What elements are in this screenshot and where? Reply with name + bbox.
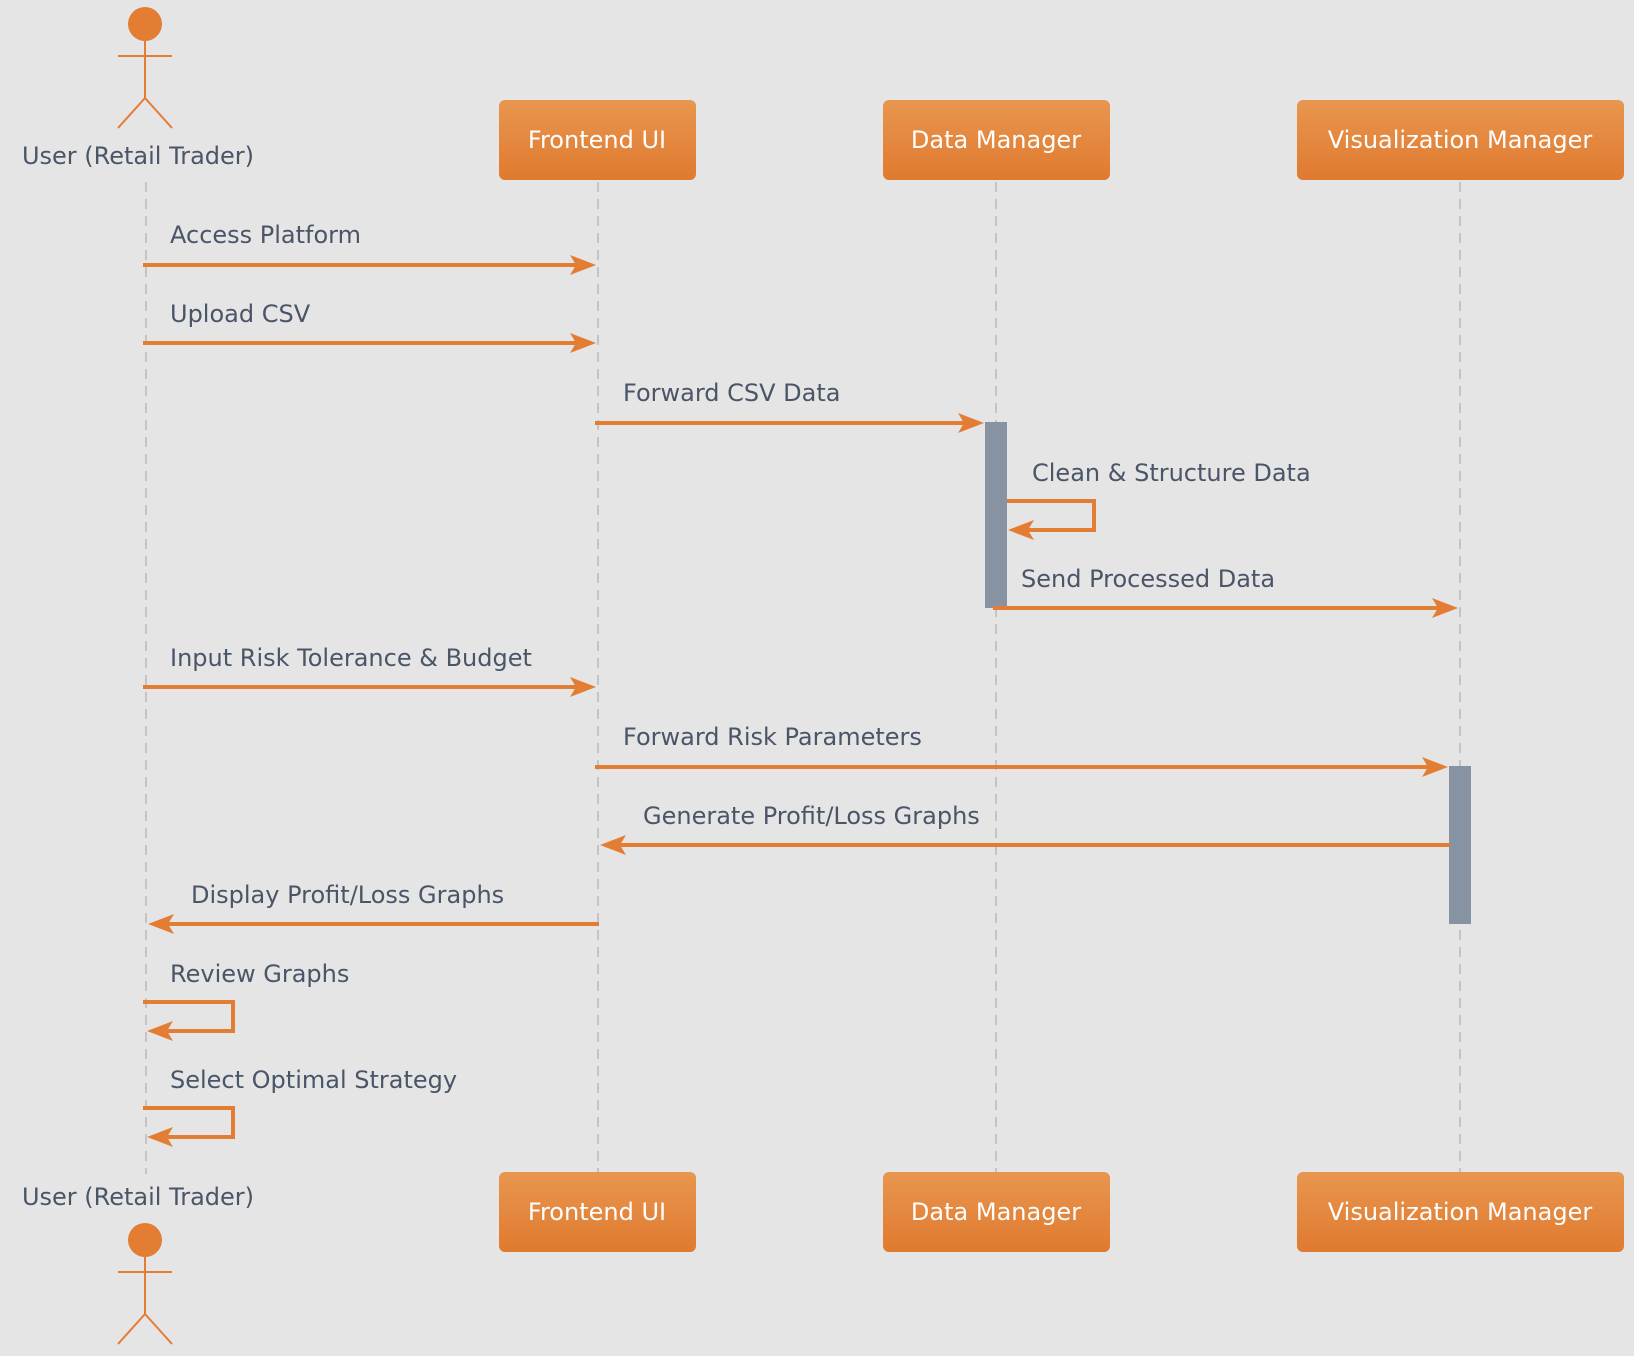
participant-data-top: Data Manager [883, 100, 1110, 180]
message-label: Display Profit/Loss Graphs [191, 881, 504, 909]
message-send-processed-data: Send Processed Data [993, 565, 1458, 618]
top-participants: User (Retail Trader) Frontend UI Data Ma… [22, 7, 1624, 180]
actor-user-bottom: User (Retail Trader) [22, 1183, 254, 1345]
participant-label-data: Data Manager [911, 1198, 1081, 1226]
actor-user-top: User (Retail Trader) [22, 7, 254, 170]
message-label: Generate Profit/Loss Graphs [643, 802, 980, 830]
message-self-loop [143, 1000, 235, 1033]
participant-label-data: Data Manager [911, 126, 1081, 154]
message-self-loop [143, 1106, 235, 1139]
messages: Access Platform Upload CSV Forward CSV D… [143, 221, 1458, 1147]
participant-box [1297, 1172, 1624, 1252]
participant-frontend-bottom: Frontend UI [499, 1172, 696, 1252]
actor-label-user: User (Retail Trader) [22, 1183, 254, 1211]
arrowhead-icon [600, 835, 626, 855]
participant-label-viz: Visualization Manager [1328, 126, 1593, 154]
participant-frontend-top: Frontend UI [499, 100, 696, 180]
arrowhead-icon [1432, 598, 1458, 618]
lifelines [145, 182, 1461, 1174]
message-access-platform: Access Platform [143, 221, 596, 275]
arrowhead-icon [570, 677, 596, 697]
participant-box [883, 100, 1110, 180]
message-label: Select Optimal Strategy [170, 1066, 457, 1094]
message-upload-csv: Upload CSV [143, 300, 596, 353]
arrowhead-icon [1008, 520, 1034, 540]
arrowhead-icon [147, 1021, 173, 1041]
participant-viz-top: Visualization Manager [1297, 100, 1624, 180]
bottom-participants: User (Retail Trader) Frontend UI Data Ma… [22, 1172, 1624, 1345]
participant-label-frontend: Frontend UI [528, 1198, 666, 1226]
arrowhead-icon [148, 914, 174, 934]
participant-box [499, 100, 696, 180]
activation-bar-data [985, 422, 1007, 608]
message-label: Review Graphs [170, 960, 349, 988]
actor-stick-figure-icon [117, 7, 173, 129]
actor-stick-figure-icon [117, 1223, 173, 1345]
message-generate-profit-loss-graphs: Generate Profit/Loss Graphs [600, 802, 1450, 855]
participant-viz-bottom: Visualization Manager [1297, 1172, 1624, 1252]
message-label: Forward CSV Data [623, 379, 841, 407]
message-label: Clean & Structure Data [1032, 459, 1311, 487]
message-label: Send Processed Data [1021, 565, 1275, 593]
message-select-optimal-strategy: Select Optimal Strategy [143, 1066, 457, 1147]
message-label: Access Platform [170, 221, 361, 249]
participant-data-bottom: Data Manager [883, 1172, 1110, 1252]
message-label: Input Risk Tolerance & Budget [170, 644, 532, 672]
message-label: Upload CSV [170, 300, 311, 328]
message-display-profit-loss-graphs: Display Profit/Loss Graphs [148, 881, 599, 934]
message-label: Forward Risk Parameters [623, 723, 922, 751]
actor-label-user: User (Retail Trader) [22, 142, 254, 170]
message-review-graphs: Review Graphs [143, 960, 349, 1041]
activations [985, 422, 1471, 924]
arrowhead-icon [958, 413, 984, 433]
arrowhead-icon [1422, 757, 1448, 777]
participant-label-frontend: Frontend UI [528, 126, 666, 154]
message-input-risk-tolerance: Input Risk Tolerance & Budget [143, 644, 596, 697]
participant-label-viz: Visualization Manager [1328, 1198, 1593, 1226]
message-forward-risk-parameters: Forward Risk Parameters [595, 723, 1448, 777]
participant-box [499, 1172, 696, 1252]
activation-bar-viz [1449, 766, 1471, 924]
message-forward-csv-data: Forward CSV Data [595, 379, 984, 433]
message-self-loop [1007, 499, 1096, 532]
participant-box [883, 1172, 1110, 1252]
arrowhead-icon [147, 1127, 173, 1147]
participant-box [1297, 100, 1624, 180]
arrowhead-icon [570, 333, 596, 353]
arrowhead-icon [570, 255, 596, 275]
message-clean-structure-data: Clean & Structure Data [1007, 459, 1311, 540]
